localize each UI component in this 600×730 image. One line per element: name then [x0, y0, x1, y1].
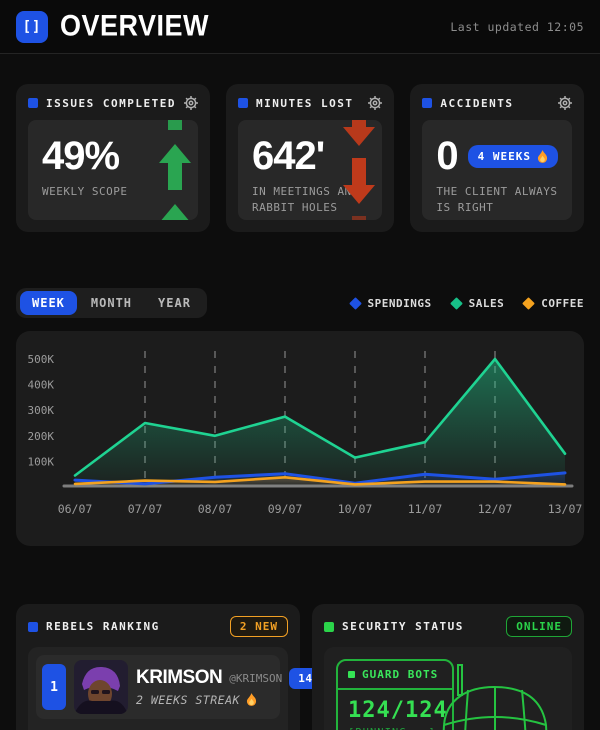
svg-text:07/07: 07/07: [128, 502, 163, 516]
legend-item-spendings[interactable]: SPENDINGS: [348, 296, 432, 310]
bottom-row: REBELS RANKING 2 NEW 1: [16, 604, 584, 730]
gear-icon[interactable]: [368, 96, 383, 110]
svg-text:300K: 300K: [28, 404, 55, 417]
svg-text:500K: 500K: [28, 353, 55, 366]
rebels-ranking-card: REBELS RANKING 2 NEW 1: [16, 604, 379, 730]
svg-text:11/07: 11/07: [408, 502, 443, 516]
security-panel: GUARD BOTS 124/124 [RUNNING...]: [324, 647, 572, 730]
tab-year[interactable]: YEAR: [146, 291, 203, 315]
stat-panel: 0 4 WEEKS THE CLIENT ALWAYS IS RIGHT: [422, 120, 572, 220]
area-chart[interactable]: 100K 200K 300K 400K 500K 06/07 07/07 08/07 09/07…: [16, 331, 584, 546]
ranking-row-1[interactable]: 1 KRIMSON @KRIMSON 148 POI: [36, 655, 379, 719]
guard-bots-label: GUARD BOTS: [362, 668, 439, 681]
stat-caption: WEEKLY SCOPE: [42, 185, 128, 198]
tab-month[interactable]: MONTH: [79, 291, 144, 315]
time-range-tabs: WEEK MONTH YEAR: [16, 288, 207, 318]
svg-text:100K: 100K: [28, 455, 55, 468]
stat-caption: IN MEETINGS AND RABBIT HOLES: [251, 185, 359, 214]
svg-text:400K: 400K: [28, 379, 55, 392]
svg-text:08/07: 08/07: [198, 502, 233, 516]
player-name: KRIMSON: [136, 666, 223, 688]
security-title: SECURITY STATUS: [342, 620, 464, 633]
card-bullet: [28, 621, 38, 632]
stat-card-issues-completed: ISSUES COMPLETED 49% WEEKLY SCOPE: [16, 84, 210, 232]
guard-bots-count: 124/124: [348, 698, 448, 723]
app-header: [] OVERVIEW Last updated 12:05: [0, 0, 600, 54]
card-bullet: [422, 98, 433, 108]
legend-item-sales[interactable]: SALES: [449, 296, 505, 310]
stat-card-accidents: ACCIDENTS 0 4 WEEKS THE CLIENT A: [410, 84, 584, 232]
svg-text:200K: 200K: [28, 430, 55, 443]
logo-glyph: []: [22, 18, 42, 35]
stat-caption: THE CLIENT ALWAYS IS RIGHT: [436, 185, 558, 214]
gear-icon[interactable]: [558, 96, 572, 110]
guard-bots-state: [RUNNING...]: [348, 727, 442, 730]
weeks-streak-badge: 4 WEEKS: [467, 144, 558, 168]
streak-text: 2 WEEKS STREAK: [136, 693, 272, 707]
stats-row: ISSUES COMPLETED 49% WEEKLY SCOPE MINUTE…: [16, 84, 584, 232]
area-chart-card: 100K 200K 300K 400K 500K 06/07 07/07 08/07 09/07…: [16, 331, 584, 546]
svg-text:12/07: 12/07: [478, 502, 513, 516]
last-updated-text: Last updated 12:05: [450, 19, 584, 34]
legend-item-coffee[interactable]: COFFEE: [522, 296, 584, 310]
svg-text:06/07: 06/07: [58, 502, 93, 516]
svg-text:10/07: 10/07: [338, 502, 373, 516]
app-logo: []: [16, 10, 48, 43]
player-handle: @KRIMSON: [229, 671, 283, 685]
svg-text:13/07: 13/07: [548, 502, 583, 516]
guard-bullet: [348, 671, 355, 678]
ranking-title: REBELS RANKING: [46, 620, 160, 633]
stat-card-title: ACCIDENTS: [440, 96, 514, 110]
card-bullet: [28, 98, 38, 108]
guard-bots-box: GUARD BOTS 124/124 [RUNNING...]: [336, 659, 454, 730]
chart-legend: SPENDINGS SALES COFFEE: [348, 296, 584, 310]
svg-text:09/07: 09/07: [268, 502, 303, 516]
stat-value: 642': [251, 134, 325, 178]
flame-icon: [246, 693, 257, 706]
chart-controls: WEEK MONTH YEAR SPENDINGS SALES COFFEE: [16, 288, 584, 318]
new-count-badge: 2 NEW: [229, 616, 288, 637]
rank-number: 1: [42, 664, 66, 710]
card-bullet: [237, 98, 248, 108]
stat-card-minutes-lost: MINUTES LOST 642' IN MEETINGS AND RABBIT…: [225, 84, 395, 232]
gear-icon[interactable]: [183, 96, 198, 110]
stat-value: 0: [436, 134, 458, 178]
stat-panel: 49% WEEKLY SCOPE: [28, 120, 198, 220]
stat-value: 49%: [42, 134, 120, 178]
coffee-diamond-icon: [522, 296, 536, 310]
stat-card-title: MINUTES LOST: [255, 96, 354, 110]
trend-down-arrows-icon: [342, 120, 376, 220]
security-status-card: SECURITY STATUS ONLINE GUARD BOTS 124/12…: [312, 604, 584, 730]
spendings-diamond-icon: [348, 296, 362, 310]
stat-panel: 642' IN MEETINGS AND RABBIT HOLES: [237, 120, 383, 220]
page-title: OVERVIEW: [60, 9, 210, 43]
online-status-badge: ONLINE: [506, 616, 572, 637]
sales-diamond-icon: [449, 296, 463, 310]
avatar-krimson: [74, 660, 128, 714]
flame-icon: [537, 149, 548, 163]
tab-week[interactable]: WEEK: [20, 291, 77, 315]
trend-up-arrows-icon: [158, 120, 192, 220]
guard-robot-illustration: [442, 664, 548, 730]
card-bullet: [324, 621, 334, 632]
stat-card-title: ISSUES COMPLETED: [46, 96, 176, 110]
ranking-list: 1 KRIMSON @KRIMSON 148 POI: [28, 647, 379, 730]
